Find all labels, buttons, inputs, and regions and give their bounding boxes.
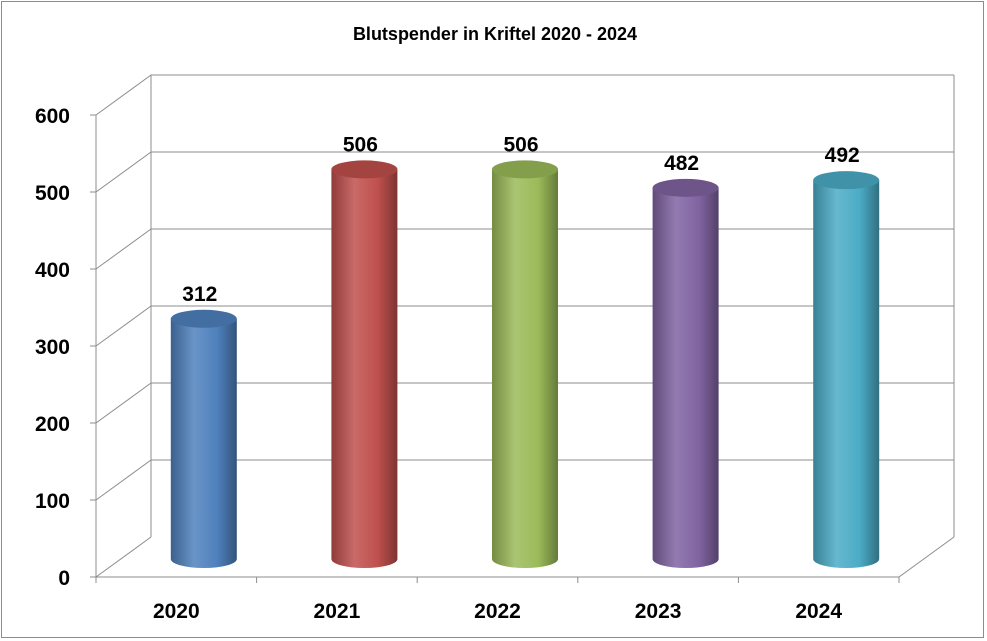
cylinder-top [492, 160, 558, 179]
bar-2023 [652, 178, 719, 569]
side-gridline [95, 228, 152, 270]
cylinder-body [652, 187, 719, 569]
cylinder-body [492, 169, 558, 568]
x-tick-label: 2021 [314, 600, 361, 623]
data-labels: 312 506 506 482 492 [182, 133, 859, 305]
x-tick-label: 2024 [795, 600, 842, 623]
side-gridline [95, 305, 152, 347]
cylinder-body [331, 169, 398, 568]
cylinder-top [813, 171, 880, 190]
side-gridline [95, 151, 152, 193]
y-tick-label: 300 [35, 336, 70, 359]
bar-2021 [331, 160, 398, 568]
side-gridline [95, 536, 152, 578]
bar-2024 [813, 171, 880, 568]
cylinder-top [331, 160, 398, 179]
bar-2022 [492, 160, 558, 568]
data-label: 482 [664, 152, 699, 175]
x-tick-label: 2022 [474, 600, 521, 623]
cylinder-body [170, 318, 237, 568]
side-gridline [95, 459, 152, 501]
chart-title: Blutspender in Kriftel 2020 - 2024 [353, 24, 637, 44]
y-tick-label: 200 [35, 413, 70, 436]
side-gridline [95, 74, 152, 116]
side-gridline [95, 382, 152, 424]
y-tick-label: 500 [35, 182, 70, 205]
cylinder-body [813, 180, 880, 568]
x-tick-label: 2020 [153, 600, 200, 623]
data-label: 492 [825, 144, 860, 167]
data-label: 506 [343, 133, 378, 156]
bars [170, 160, 880, 569]
bar-2020 [170, 309, 237, 568]
floor-edge [898, 536, 955, 578]
y-tick-label: 600 [35, 105, 70, 128]
data-label: 506 [503, 133, 538, 156]
x-axis-ticks: 2020 2021 2022 2023 2024 [95, 577, 900, 623]
cylinder-top [170, 309, 237, 328]
y-axis-ticks: 0 100 200 300 400 500 600 [35, 105, 96, 590]
y-tick-label: 400 [35, 259, 70, 282]
cylinder-top [652, 178, 719, 197]
y-tick-label: 100 [35, 490, 70, 513]
data-label: 312 [182, 283, 217, 306]
x-tick-label: 2023 [635, 600, 682, 623]
y-tick-label: 0 [58, 567, 70, 590]
